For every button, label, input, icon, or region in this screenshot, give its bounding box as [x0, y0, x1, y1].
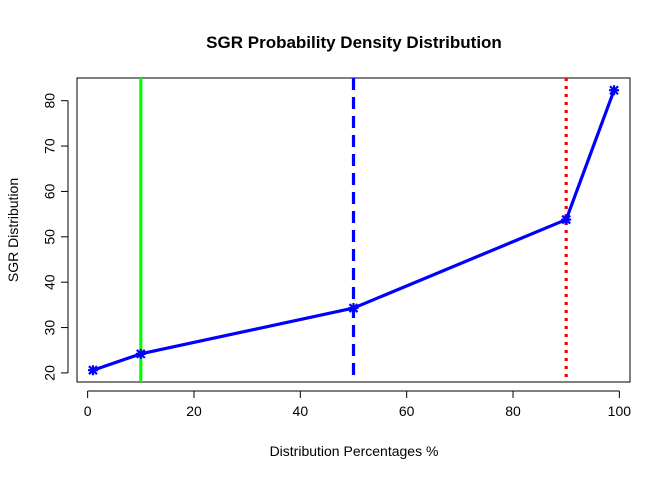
data-point-marker — [135, 348, 146, 359]
x-axis: 0 20 40 60 80 100 — [84, 390, 632, 419]
y-tick-label: 50 — [42, 229, 58, 245]
x-tick-label: 80 — [505, 403, 521, 419]
y-tick-label: 60 — [42, 183, 58, 199]
data-point-marker — [561, 214, 572, 225]
y-tick-label: 40 — [42, 274, 58, 290]
x-tick-label: 60 — [399, 403, 415, 419]
y-tick-label: 20 — [42, 365, 58, 381]
data-point-marker — [87, 365, 98, 376]
series-layer — [87, 85, 620, 376]
x-tick-label: 40 — [293, 403, 309, 419]
y-axis-label: SGR Distribution — [5, 178, 21, 282]
x-axis-label: Distribution Percentages % — [270, 443, 439, 459]
data-point-marker — [348, 303, 359, 314]
y-tick-label: 30 — [42, 320, 58, 336]
y-tick-label: 80 — [42, 93, 58, 109]
y-tick-label: 70 — [42, 138, 58, 154]
chart-title: SGR Probability Density Distribution — [206, 33, 502, 52]
x-tick-label: 20 — [186, 403, 202, 419]
reference-lines — [139, 78, 568, 382]
y-axis: 20 30 40 50 60 70 80 — [42, 93, 69, 381]
x-tick-label: 100 — [608, 403, 632, 419]
data-point-marker — [609, 85, 620, 96]
x-tick-label: 0 — [84, 403, 92, 419]
